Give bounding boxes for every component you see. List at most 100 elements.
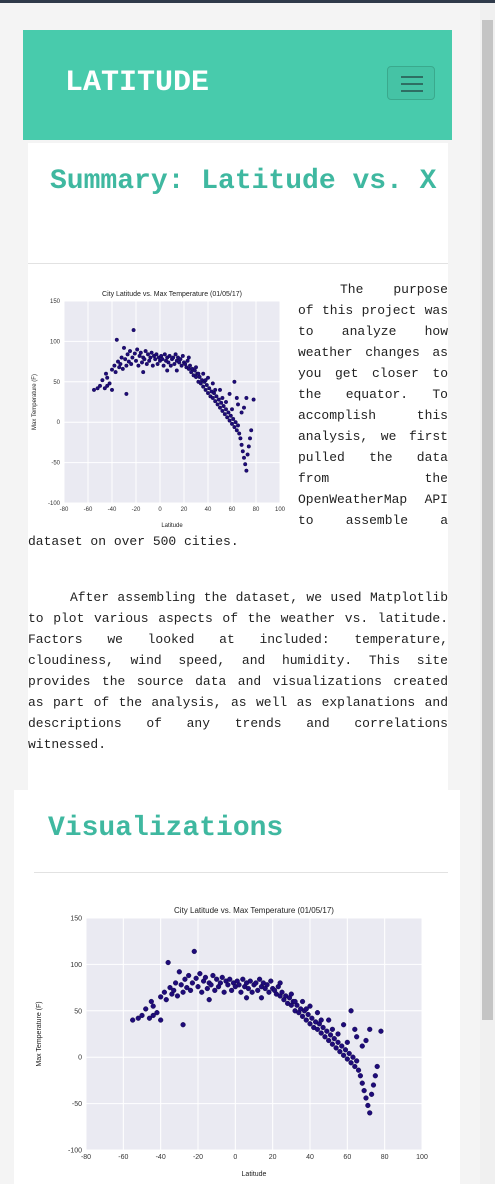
y-tick-label: 100 (50, 339, 61, 345)
scrollbar-thumb[interactable] (482, 20, 493, 1020)
data-point (144, 362, 149, 367)
scrollbar[interactable] (480, 3, 495, 1184)
data-point (163, 997, 169, 1003)
data-point (210, 381, 215, 386)
data-point (257, 976, 263, 982)
data-point (339, 1043, 345, 1049)
data-point (246, 444, 251, 449)
data-point (337, 1049, 343, 1055)
hamburger-icon (401, 83, 423, 85)
data-point (217, 387, 222, 392)
navbar-brand[interactable]: LATITUDE (65, 66, 210, 100)
data-point (354, 1058, 360, 1064)
data-point (374, 1063, 380, 1070)
data-point (243, 995, 250, 1001)
data-point (227, 391, 232, 396)
hamburger-icon (401, 76, 423, 78)
data-point (307, 1021, 313, 1027)
data-point (253, 980, 259, 986)
data-point (324, 1028, 330, 1034)
x-tick-label: -20 (193, 1154, 203, 1161)
data-point (193, 365, 198, 370)
data-point (95, 386, 100, 391)
data-point (357, 1073, 364, 1079)
data-point (123, 357, 128, 362)
data-point (352, 1026, 358, 1032)
data-point (217, 980, 224, 986)
data-point (352, 1063, 358, 1070)
data-point (114, 337, 119, 342)
data-point (112, 363, 117, 368)
data-point (335, 1031, 341, 1037)
data-point (344, 1039, 350, 1045)
data-point (303, 1006, 309, 1012)
data-point (245, 452, 250, 457)
data-point (92, 387, 97, 392)
data-point (120, 366, 125, 371)
data-point (203, 378, 208, 383)
data-point (372, 1073, 378, 1079)
temperature-scatter-chart[interactable]: -80 -60 -40 -20 0 20 40 60 80 100 -100 -50 0 50 100 150… (34, 898, 434, 1178)
data-point (350, 1054, 356, 1060)
data-point (197, 971, 203, 977)
data-point (206, 997, 212, 1003)
data-point (363, 1095, 369, 1101)
data-point (178, 357, 183, 362)
y-tick-label: 50 (74, 1008, 82, 1015)
data-point (174, 993, 181, 999)
data-point (307, 1003, 313, 1009)
data-point (227, 418, 232, 423)
data-point (318, 1030, 324, 1036)
data-point (251, 397, 256, 402)
data-point (187, 987, 194, 993)
data-point (314, 1010, 321, 1016)
x-tick-label: 60 (343, 1154, 351, 1161)
data-point (318, 1017, 324, 1023)
data-point (135, 347, 140, 352)
chart-title: City Latitude vs. Max Temperature (01/05… (174, 906, 334, 915)
data-point (241, 405, 246, 410)
data-point (180, 353, 185, 358)
data-point (335, 1039, 341, 1045)
x-tick-label: 100 (275, 507, 286, 513)
data-point (204, 383, 209, 388)
data-point (359, 1080, 365, 1086)
navbar-toggle-button[interactable] (387, 66, 435, 100)
data-point (201, 384, 206, 389)
data-point (204, 985, 210, 992)
data-point (305, 1011, 311, 1018)
data-point (142, 357, 147, 362)
data-point (268, 978, 274, 984)
x-axis-label: Latitude (242, 1171, 267, 1178)
x-tick-label: -60 (84, 507, 93, 513)
data-point (100, 378, 105, 383)
data-point (133, 358, 138, 363)
data-point (136, 363, 141, 368)
data-point (363, 1037, 369, 1044)
x-tick-label: 20 (181, 507, 188, 513)
data-point (107, 381, 112, 386)
data-point (141, 370, 146, 375)
data-point (150, 1003, 156, 1009)
data-point (229, 407, 234, 412)
summary-card: Summary: Latitude vs. X -80 -60 -40 -20 0 20 4… (28, 143, 448, 790)
y-tick-label: -50 (51, 461, 60, 467)
data-point (139, 1012, 145, 1019)
x-tick-label: -40 (156, 1154, 166, 1161)
y-axis-label: Max Temperature (F) (36, 1001, 43, 1066)
x-tick-label: 100 (416, 1154, 428, 1161)
data-point (220, 395, 225, 400)
data-point (361, 1088, 367, 1094)
data-point (166, 360, 171, 365)
data-point (212, 987, 218, 993)
y-tick-label: 150 (50, 299, 61, 305)
data-point (249, 428, 254, 433)
data-point (205, 375, 210, 380)
y-tick-label: 100 (70, 962, 82, 969)
x-axis-label: Latitude (161, 523, 183, 529)
data-point (327, 1032, 334, 1038)
data-point (158, 994, 164, 1000)
divider (34, 872, 448, 873)
summary-title: Summary: Latitude vs. X (50, 166, 437, 197)
data-point (225, 982, 231, 988)
